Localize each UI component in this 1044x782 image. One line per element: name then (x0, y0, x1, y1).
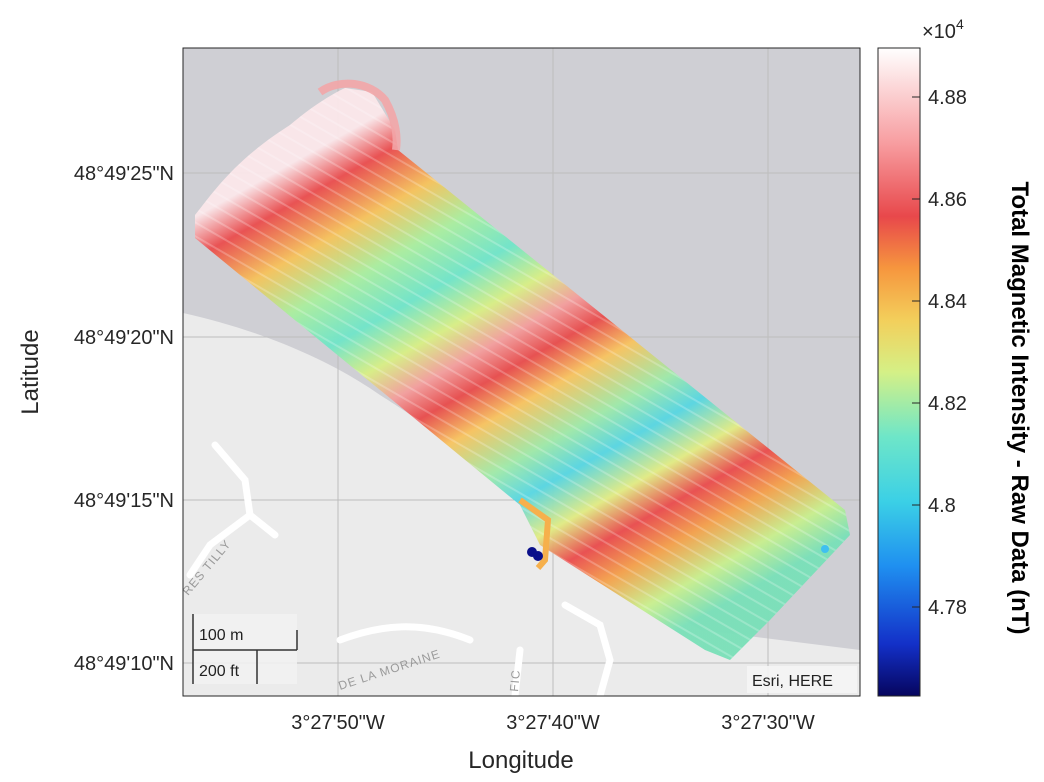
survey-data-overlay (195, 79, 850, 660)
edge-point (821, 545, 829, 553)
colorbar-exponent: ×104 (922, 16, 964, 43)
x-tick-label: 3°27'30"W (721, 712, 815, 734)
y-tick-label: 48°49'25"N (74, 163, 174, 185)
colorbar-gradient (878, 48, 920, 696)
survey-turn-loop (317, 79, 401, 151)
low-anomaly-point-2 (533, 551, 543, 561)
y-tick-label: 48°49'15"N (74, 490, 174, 512)
colorbar-tick-label: 4.86 (928, 189, 967, 211)
colorbar: 4.88 4.86 4.84 4.82 4.8 4.78 ×104 Total … (877, 16, 1033, 697)
colorbar-ticks (912, 96, 920, 608)
colorbar-tick-label: 4.84 (928, 291, 967, 313)
attribution-box: Esri, HERE (747, 666, 857, 693)
colorbar-tick-label: 4.88 (928, 87, 967, 109)
y-tick-label: 48°49'10"N (74, 653, 174, 675)
survey-tracklines (195, 88, 850, 660)
survey-spur (518, 497, 552, 570)
y-tick-label: 48°49'20"N (74, 327, 174, 349)
scale-bar: 100 m 200 ft (192, 614, 298, 684)
x-tick-label: 3°27'50"W (291, 712, 385, 734)
colorbar-frame (877, 47, 921, 697)
scale-bar-metric: 100 m (199, 627, 243, 644)
street-label-fic: FIC (507, 669, 523, 692)
basemap: RES TILLY DE LA MORAINE FIC 100 m 200 ft (183, 48, 860, 696)
colorbar-tick-label: 4.82 (928, 393, 967, 415)
y-axis-label: Latitude (17, 329, 44, 414)
x-axis-label: Longitude (468, 747, 573, 774)
scale-bar-imperial: 200 ft (199, 663, 240, 680)
attribution-text: Esri, HERE (752, 673, 833, 690)
colorbar-label: Total Magnetic Intensity - Raw Data (nT) (1006, 182, 1033, 635)
colorbar-tick-label: 4.78 (928, 597, 967, 619)
x-tick-label: 3°27'40"W (506, 712, 600, 734)
colorbar-tick-label: 4.8 (928, 495, 956, 517)
colorbar-exponent-power: 4 (956, 16, 964, 32)
streets (186, 441, 614, 696)
map-frame (182, 47, 861, 697)
